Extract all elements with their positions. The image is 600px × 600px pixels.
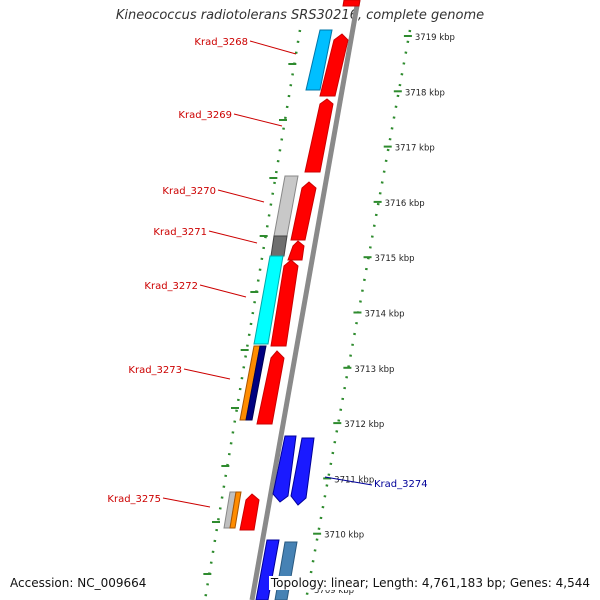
scale-tick-label: 3718 kbp: [405, 88, 445, 98]
gene-leader-line: [199, 284, 247, 298]
gene-label[interactable]: Krad_3274: [374, 479, 428, 490]
gene-arrow: [304, 98, 334, 173]
blue-gene-arrow: [290, 437, 315, 506]
gene-label[interactable]: Krad_3275: [107, 494, 161, 505]
scale-tick-label: 3713 kbp: [354, 365, 394, 375]
gene-arrow: [256, 350, 285, 425]
gene-arrow: [319, 33, 349, 97]
steel-blue-gene-arrow: [274, 541, 298, 600]
gene-label[interactable]: Krad_3269: [178, 110, 232, 121]
scale-tick-label: 3716 kbp: [385, 199, 425, 209]
scale-tick-label: 3710 kbp: [324, 531, 364, 541]
tick-marks: [203, 63, 297, 575]
genome-summary-text: Topology: linear; Length: 4,761,183 bp; …: [268, 576, 592, 590]
gene-label[interactable]: Krad_3273: [128, 365, 182, 376]
scale-tick-label: 3709 kbp: [314, 586, 354, 596]
orange-block: [229, 491, 242, 529]
scale-tick-label: 3712 kbp: [344, 420, 384, 430]
scale-tick-label: 3711 kbp: [334, 475, 374, 485]
genome-title: Kineococcus radiotolerans SRS30216, comp…: [115, 8, 485, 23]
dark-gray-block: [270, 235, 288, 257]
gene-arrow: [342, 0, 361, 7]
gene-leader-line: [217, 189, 265, 203]
red-gene-set: [239, 0, 361, 531]
gene-leader-line: [324, 476, 373, 486]
gene-label[interactable]: Krad_3271: [153, 227, 207, 238]
accession-text: Accession: NC_009664: [8, 576, 149, 590]
genome-backbone: [249, 0, 361, 600]
gene-leader-line: [249, 40, 297, 55]
gene-label[interactable]: Krad_3270: [162, 186, 216, 197]
gene-label[interactable]: Krad_3268: [194, 37, 248, 48]
gene-label[interactable]: Krad_3272: [144, 281, 198, 292]
gene-arrow: [287, 240, 305, 261]
navy-block: [245, 345, 267, 421]
gene-leader-line: [183, 368, 231, 380]
scale-tick-label: 3717 kbp: [395, 144, 435, 154]
blue-gene-set: [255, 435, 315, 600]
blue-gene-arrow: [272, 435, 297, 503]
scale-tick-label: 3714 kbp: [364, 310, 404, 320]
gene-arrow: [290, 181, 317, 241]
gene-leader-line: [162, 497, 211, 508]
feature-blocks: [223, 29, 333, 529]
cyan-block: [305, 29, 333, 91]
gene-leader-line: [233, 113, 283, 127]
cyan-block: [253, 255, 284, 345]
gene-leader-line: [208, 230, 258, 244]
gene-arrow: [270, 259, 299, 347]
scale-tick-label: 3719 kbp: [415, 33, 455, 43]
blue-gene-arrow: [255, 539, 280, 600]
gene-labels: Krad_3268 Krad_3269 Krad_3270 Krad_3271 Krad…: [107, 37, 428, 508]
gene-arrow: [239, 493, 260, 531]
scale-labels: 3719 kbp 3718 kbp 3717 kbp 3716 kbp 3715 kbp…: [303, 33, 455, 596]
scale-tick-label: 3715 kbp: [375, 254, 415, 264]
